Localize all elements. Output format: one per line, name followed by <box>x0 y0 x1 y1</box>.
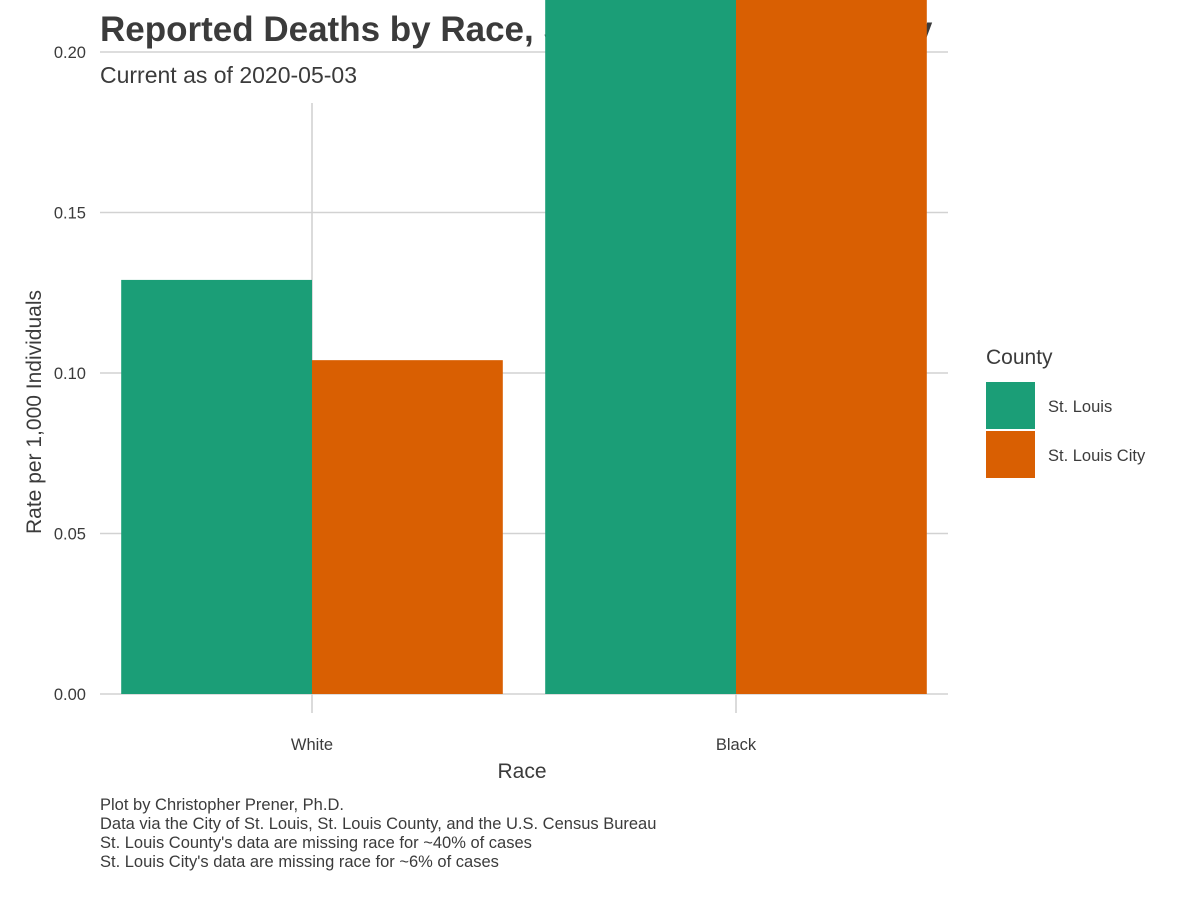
y-tick-label: 0.05 <box>54 526 86 544</box>
y-axis-ticks: 0.000.050.100.150.200.250.300.35 <box>54 44 86 704</box>
y-tick-label: 0.20 <box>54 44 86 62</box>
y-tick-label: 0.15 <box>54 205 86 223</box>
x-tick-label: White <box>291 736 333 754</box>
legend-title: County <box>986 346 1053 369</box>
chart-subtitle: Current as of 2020-05-03 <box>100 62 357 88</box>
bars <box>121 0 927 694</box>
legend-swatch <box>986 431 1035 478</box>
bar-st-louis-city-black <box>736 0 927 694</box>
caption-line: St. Louis City's data are missing race f… <box>100 853 499 871</box>
y-tick-label: 0.00 <box>54 686 86 704</box>
bar-st-louis-black <box>545 0 736 694</box>
x-tick-label: Black <box>716 736 757 754</box>
bar-st-louis-city-white <box>312 360 503 694</box>
legend-label: St. Louis <box>1048 398 1112 416</box>
y-axis-title: Rate per 1,000 Individuals <box>23 290 46 534</box>
caption: Plot by Christopher Prener, Ph.D. Data v… <box>100 796 656 872</box>
bar-st-louis-white <box>121 279 312 694</box>
legend: County St. Louis St. Louis City <box>986 346 1146 478</box>
y-tick-label: 0.10 <box>54 365 86 383</box>
legend-label: St. Louis City <box>1048 447 1146 465</box>
x-axis-title: Race <box>497 760 546 783</box>
legend-swatch <box>986 382 1035 429</box>
x-axis-ticks: White Black <box>291 736 757 754</box>
caption-line: Data via the City of St. Louis, St. Loui… <box>100 815 657 833</box>
caption-line: Plot by Christopher Prener, Ph.D. <box>100 796 344 814</box>
caption-line: St. Louis County's data are missing race… <box>100 834 532 852</box>
